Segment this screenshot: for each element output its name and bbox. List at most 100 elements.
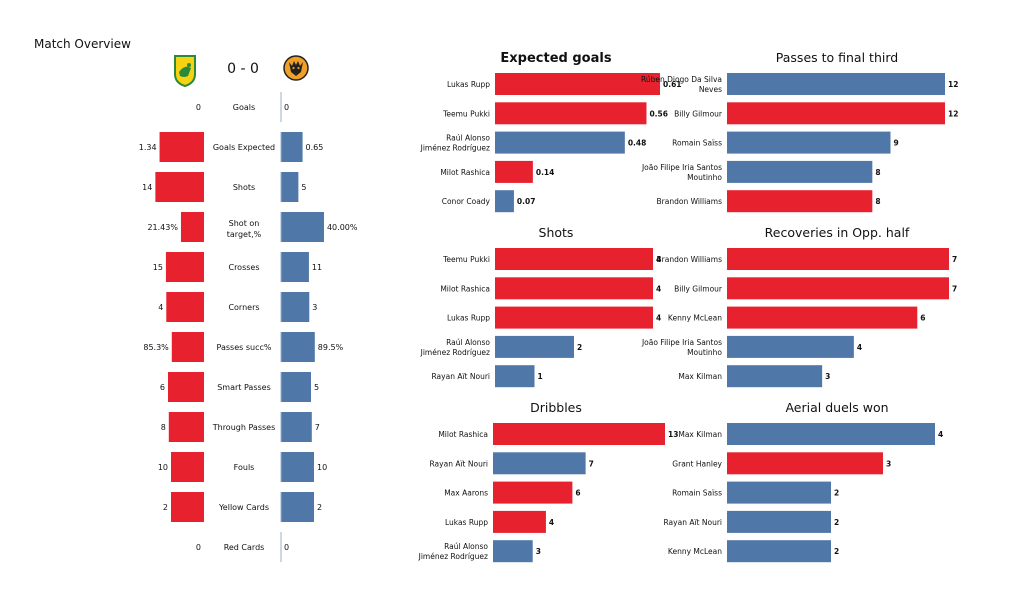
player-name-line: Rúben Diogo Da Silva — [641, 75, 722, 84]
player-name-line: Grant Hanley — [672, 459, 722, 468]
player-chart: Recoveries in Opp. half 7 Brandon Williams… — [641, 225, 957, 388]
overview-home-bar — [171, 492, 204, 522]
player-name-line: Lukas Rupp — [447, 80, 490, 89]
player-name-line: Neves — [699, 85, 722, 94]
player-name-label: Milot Rashica — [440, 168, 490, 177]
overview-row: 0 0 Goals — [196, 92, 289, 122]
overview-away-value: 0.65 — [306, 143, 324, 152]
player-name-line: Romain Saïss — [672, 139, 722, 148]
player-bar-value: 12 — [948, 109, 958, 118]
overview-away-value: 11 — [312, 263, 322, 272]
player-bar — [727, 540, 831, 563]
player-bar-value: 4 — [549, 518, 554, 527]
player-bar-value: 1 — [538, 372, 543, 381]
player-name-line: Max Aarons — [444, 489, 488, 498]
player-bar — [727, 102, 945, 125]
player-name-label: Rúben Diogo Da Silva Neves — [641, 75, 722, 94]
player-name-label: Kenny McLean — [668, 314, 722, 323]
player-name-line: João Filipe Iria Santos — [641, 163, 722, 172]
player-bar-value: 3 — [825, 372, 830, 381]
player-name-label: Lukas Rupp — [447, 80, 490, 89]
overview-away-bar — [281, 292, 310, 322]
overview-away-bar — [281, 412, 312, 442]
player-name-label: João Filipe Iria Santos Moutinho — [641, 163, 722, 182]
overview-away-value: 0 — [284, 103, 289, 112]
player-bar-value: 4 — [656, 255, 661, 264]
player-bar-value: 7 — [952, 255, 957, 264]
player-name-label: Billy Gilmour — [674, 109, 723, 118]
overview-away-value: 7 — [315, 423, 320, 432]
overview-home-bar — [171, 332, 204, 362]
player-bar — [727, 131, 891, 154]
player-bar — [495, 306, 653, 329]
match-score: 0 - 0 — [227, 61, 259, 77]
chart-title: Dribbles — [530, 400, 582, 415]
player-name-label: Milot Rashica — [440, 284, 490, 293]
player-bar-value: 2 — [577, 343, 582, 352]
player-bar-value: 3 — [536, 547, 541, 556]
player-bar — [493, 510, 546, 533]
overview-stat-label: Shots — [233, 183, 255, 192]
overview-away-bar — [281, 172, 299, 202]
player-name-label: Lukas Rupp — [445, 518, 488, 527]
overview-home-value: 1.34 — [139, 143, 157, 152]
overview-home-value: 15 — [153, 263, 163, 272]
player-bar-value: 0.48 — [628, 139, 647, 148]
overview-stat-label: Corners — [228, 303, 259, 312]
player-name-label: Billy Gilmour — [674, 284, 723, 293]
overview-row: 10 10 Fouls — [158, 452, 327, 482]
player-bar-value: 4 — [938, 430, 943, 439]
overview-stat-label: Fouls — [234, 463, 255, 472]
overview-home-value: 8 — [161, 423, 166, 432]
player-bar — [727, 277, 949, 300]
player-name-line: Jiménez Rodríguez — [420, 144, 490, 153]
overview-home-bar — [171, 452, 204, 482]
player-name-line: Moutinho — [687, 173, 722, 182]
overview-home-bar — [180, 212, 204, 242]
player-bar — [727, 335, 854, 358]
player-name-label: Romain Saïss — [672, 489, 722, 498]
overview-away-value: 40.00% — [327, 223, 358, 232]
player-name-line: Brandon Williams — [657, 255, 723, 264]
overview-stat-label: Goals — [233, 103, 255, 112]
home-crest-icon — [174, 55, 196, 88]
player-bar-value: 2 — [834, 518, 839, 527]
overview-home-value: 2 — [163, 503, 168, 512]
chart-title: Shots — [539, 225, 574, 240]
overview-row: 21.43% 40.00% Shot on target,% — [147, 212, 358, 242]
player-bar-value: 0.07 — [517, 197, 536, 206]
chart-title: Expected goals — [500, 51, 611, 66]
player-bar — [495, 73, 660, 95]
player-bar-value: 2 — [834, 547, 839, 556]
player-bar — [727, 365, 823, 388]
overview-home-bar — [168, 372, 204, 402]
player-bar — [493, 540, 533, 563]
overview-away-value: 5 — [301, 183, 306, 192]
player-bar-value: 13 — [668, 430, 678, 439]
player-name-label: Milot Rashica — [438, 430, 488, 439]
player-bar — [727, 160, 873, 183]
overview-stat-label: Shot on target,% — [227, 219, 262, 239]
player-bar-value: 7 — [952, 284, 957, 293]
player-name-line: Lukas Rupp — [447, 314, 490, 323]
overview-away-bar — [281, 252, 309, 282]
overview-home-value: 21.43% — [147, 223, 178, 232]
player-name-line: Romain Saïss — [672, 489, 722, 498]
overview-stat-label: Through Passes — [212, 423, 276, 432]
player-bar — [727, 306, 918, 329]
player-name-line: Milot Rashica — [438, 430, 488, 439]
player-name-line: Max Kilman — [678, 430, 722, 439]
player-name-label: Teemu Pukki — [442, 255, 490, 264]
player-chart: Passes to final third 12 Rúben Diogo Da Si… — [641, 50, 958, 213]
player-bar-value: 3 — [886, 459, 891, 468]
player-name-line: Moutinho — [687, 348, 722, 357]
overview-row: 6 5 Smart Passes — [160, 372, 319, 402]
player-name-label: Rayan Aït Nouri — [432, 372, 490, 381]
player-name-line: Teemu Pukki — [442, 255, 490, 264]
overview-stat-label: Red Cards — [224, 543, 265, 552]
overview-row: 0 0 Red Cards — [196, 532, 289, 562]
player-bar — [493, 452, 586, 475]
chart-title: Aerial duels won — [785, 400, 888, 415]
overview-home-value: 85.3% — [143, 343, 169, 352]
player-name-label: Kenny McLean — [668, 547, 722, 556]
